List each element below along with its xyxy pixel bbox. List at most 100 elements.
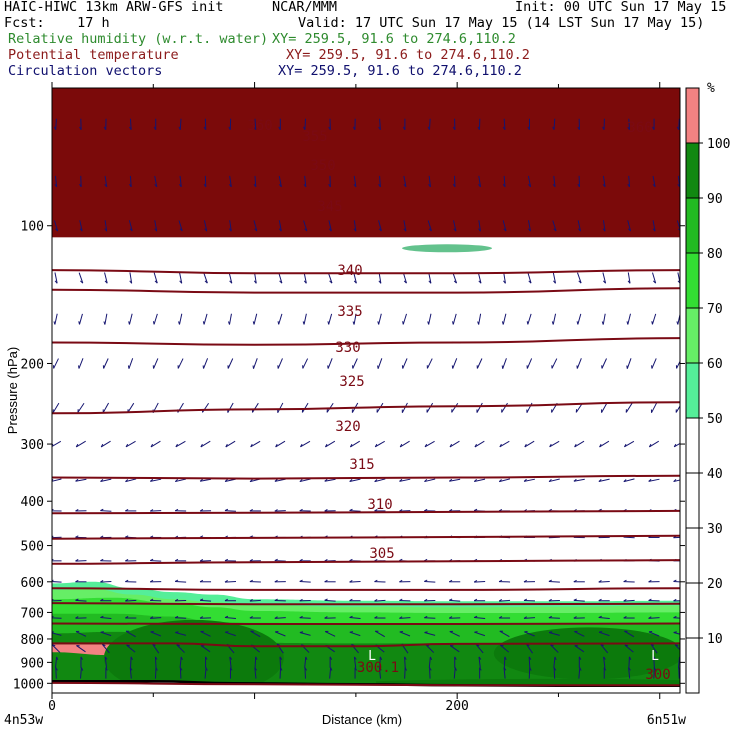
wind-vector	[179, 667, 183, 679]
wind-vector	[573, 478, 585, 482]
theta-label: 345	[317, 199, 342, 215]
wind-vector	[175, 440, 186, 448]
wind-vector	[452, 272, 458, 284]
wind-vector	[200, 440, 211, 448]
colorbar-label: 60	[707, 357, 723, 372]
theta-label: 350	[310, 158, 335, 174]
colorbar-unit: %	[707, 81, 715, 96]
wind-vector	[299, 558, 311, 562]
wind-vector	[578, 656, 582, 668]
wind-vector	[324, 579, 336, 583]
theta-label: 340	[337, 263, 362, 279]
wind-vector	[623, 598, 635, 602]
wind-vector	[652, 272, 657, 284]
wind-vector	[424, 615, 436, 619]
wind-vector	[203, 220, 208, 232]
wind-vector	[249, 598, 261, 602]
wind-vector	[100, 440, 111, 448]
colorbar-label: 40	[707, 467, 723, 482]
wind-vector	[454, 656, 457, 668]
theta-contour-315	[52, 602, 680, 606]
wind-vector	[374, 440, 385, 448]
y-tick-label: 1000	[13, 677, 44, 692]
wind-vector	[150, 631, 162, 637]
wind-vector	[153, 272, 158, 284]
wind-vector	[451, 402, 459, 413]
wind-vector	[177, 358, 184, 369]
wind-vector	[349, 440, 361, 448]
wind-vector	[249, 558, 261, 562]
wind-vector	[100, 478, 112, 482]
wind-vector	[552, 118, 556, 130]
colorbar-label: 10	[707, 632, 723, 647]
wind-vector	[199, 598, 212, 602]
wind-vector	[80, 667, 84, 679]
wind-vector	[628, 667, 631, 679]
wind-vector	[501, 358, 507, 369]
wind-vector	[101, 643, 110, 654]
wind-vector	[154, 667, 158, 679]
wind-vector	[250, 440, 261, 448]
wind-vector	[502, 118, 506, 130]
wind-vector	[476, 358, 483, 369]
wind-vector	[653, 656, 656, 668]
wind-vector	[100, 598, 112, 602]
wind-vector	[327, 358, 333, 369]
wind-vector	[278, 175, 282, 188]
wind-vector	[105, 667, 108, 679]
wind-vector	[551, 313, 557, 325]
wind-vector	[224, 615, 236, 620]
wind-vector	[424, 598, 436, 602]
wind-vector	[127, 358, 134, 369]
wind-vector	[552, 175, 556, 188]
wind-vector	[403, 175, 407, 188]
wind-vector	[103, 313, 108, 325]
wind-vector	[477, 272, 482, 284]
wind-vector	[324, 630, 336, 637]
wind-vector	[626, 358, 632, 369]
wind-vector	[303, 118, 307, 130]
wind-vector	[52, 402, 60, 413]
colorbar-segment	[686, 88, 699, 143]
wind-vector	[75, 559, 87, 562]
theta-contour-325	[52, 559, 680, 565]
wind-vector	[601, 313, 606, 325]
theta-label: 310	[367, 497, 392, 513]
field-vector-name: Circulation vectors	[8, 63, 163, 79]
wind-vector	[179, 656, 183, 668]
wind-vector	[526, 313, 532, 325]
wind-vector	[130, 656, 133, 668]
wind-vector	[623, 478, 635, 483]
wind-vector	[199, 509, 212, 512]
wind-vector	[327, 313, 333, 325]
wind-vector	[627, 175, 631, 188]
wind-vector	[75, 616, 87, 619]
wind-vector	[601, 402, 608, 413]
wind-vector	[429, 667, 432, 679]
low-marker: L	[368, 649, 376, 664]
init-time: Init: 00 UTC Sun 17 May 15	[515, 0, 727, 15]
wind-vector	[378, 118, 381, 130]
wind-vector	[125, 598, 137, 602]
rh-top-green-patch	[402, 244, 493, 253]
wind-vector	[54, 175, 58, 188]
wind-vector	[474, 440, 485, 448]
wind-vector	[651, 313, 657, 325]
wind-vector	[299, 631, 311, 636]
wind-vector	[78, 313, 83, 325]
wind-vector	[377, 358, 383, 369]
wind-vector	[503, 272, 506, 284]
wind-vector	[253, 175, 257, 188]
colorbar-border	[685, 87, 700, 694]
wind-vector	[648, 478, 660, 482]
wind-vector	[199, 579, 212, 583]
theta-label: 330	[335, 340, 360, 356]
x-endpoint-left: 4n53w	[4, 713, 43, 728]
wind-vector	[328, 118, 331, 130]
wind-vector	[449, 630, 460, 637]
colorbar-label: 20	[707, 577, 723, 592]
wind-vector	[303, 220, 308, 232]
wind-vector	[179, 175, 182, 188]
colorbar-segment	[686, 638, 699, 693]
